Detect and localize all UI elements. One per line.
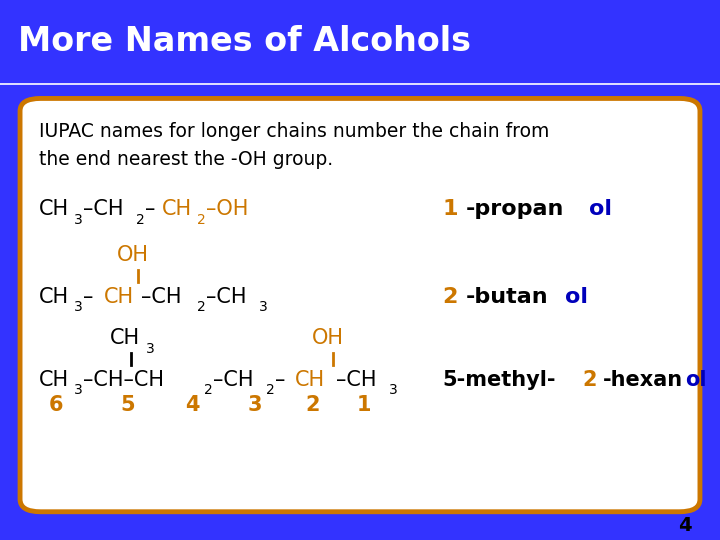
Text: 3: 3	[258, 300, 268, 314]
Text: 2: 2	[197, 213, 206, 227]
Text: CH: CH	[110, 328, 140, 348]
FancyBboxPatch shape	[20, 98, 700, 512]
Text: -hexan: -hexan	[603, 370, 683, 390]
Text: CH: CH	[104, 287, 134, 307]
Text: CH: CH	[161, 199, 192, 219]
Text: –CH: –CH	[336, 370, 377, 390]
Text: ol: ol	[589, 199, 612, 219]
Text: –CH–CH: –CH–CH	[83, 370, 164, 390]
Text: 5-methyl-: 5-methyl-	[442, 370, 556, 390]
Text: 3: 3	[74, 213, 83, 227]
Text: 3: 3	[74, 383, 83, 397]
Text: –CH: –CH	[83, 199, 124, 219]
Text: CH: CH	[39, 287, 68, 307]
Text: ol: ol	[565, 287, 588, 307]
Text: IUPAC names for longer chains number the chain from
the end nearest the -OH grou: IUPAC names for longer chains number the…	[39, 122, 549, 169]
Text: ol: ol	[685, 370, 706, 390]
Text: –CH: –CH	[141, 287, 181, 307]
Text: -butan: -butan	[466, 287, 549, 307]
Text: –: –	[83, 287, 94, 307]
Text: 2: 2	[197, 300, 206, 314]
Text: CH: CH	[295, 370, 325, 390]
Text: 2: 2	[442, 287, 457, 307]
Text: –CH: –CH	[206, 287, 246, 307]
Text: –: –	[274, 370, 285, 390]
Text: 3: 3	[247, 395, 261, 415]
Text: CH: CH	[39, 199, 68, 219]
Text: OH: OH	[312, 328, 344, 348]
Text: 2: 2	[204, 383, 213, 397]
Text: 5: 5	[121, 395, 135, 415]
Text: 2: 2	[135, 213, 145, 227]
Text: 1: 1	[442, 199, 458, 219]
Text: 1: 1	[356, 395, 371, 415]
Text: More Names of Alcohols: More Names of Alcohols	[18, 25, 471, 58]
Text: 6: 6	[49, 395, 63, 415]
Text: 3: 3	[74, 300, 83, 314]
Text: –CH: –CH	[213, 370, 253, 390]
Text: 4: 4	[186, 395, 200, 415]
Text: -propan: -propan	[466, 199, 564, 219]
Text: OH: OH	[117, 245, 149, 265]
Text: 3: 3	[389, 383, 397, 397]
Text: 2: 2	[266, 383, 274, 397]
Text: –: –	[145, 199, 155, 219]
Text: 4: 4	[678, 516, 691, 535]
Text: CH: CH	[39, 370, 68, 390]
Text: –OH: –OH	[206, 199, 248, 219]
Text: 2: 2	[305, 395, 320, 415]
Text: 2: 2	[582, 370, 597, 390]
Text: 3: 3	[146, 342, 155, 356]
